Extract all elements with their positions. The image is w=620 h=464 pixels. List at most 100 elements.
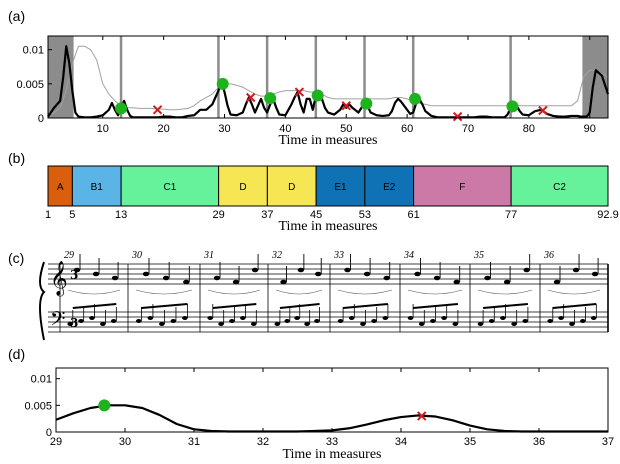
- segment-label-8: C2: [553, 182, 566, 193]
- y-tick-label-a-0: 0.01: [23, 45, 44, 57]
- segment-block-0: [47, 165, 73, 207]
- note-head-treble-3-0: [280, 279, 287, 285]
- y-tick-label-d-0: 0.01: [31, 374, 52, 386]
- note-head-bass-3-0: [274, 322, 281, 326]
- treble-clef-symbol: 𝄞: [50, 261, 68, 297]
- selected-peak-marker-0: [115, 102, 128, 115]
- segment-label-0: A: [57, 182, 64, 193]
- measure-number-5: 34: [403, 250, 414, 261]
- boundary-label-8: 77: [505, 209, 517, 221]
- note-head-bass-0-4: [110, 319, 117, 323]
- x-tick-label-a-0: 10: [97, 123, 109, 135]
- segment-block-4: [266, 165, 317, 207]
- note-beam-5: [413, 303, 458, 309]
- note-head-bass-7-2: [569, 322, 575, 326]
- grand-staff-brace: [39, 261, 46, 341]
- segment-label-3: D: [239, 182, 246, 193]
- segment-block-3: [218, 165, 268, 207]
- threshold-curve: [47, 45, 609, 116]
- rejected-peak-marker-5-stroke-2: [538, 105, 548, 116]
- segment-block-2: [120, 165, 220, 207]
- note-head-bass-4-2: [360, 322, 366, 326]
- rejected-peak-marker-4: [452, 111, 463, 122]
- segment-block-1: [71, 165, 122, 207]
- selected-peak-marker-5: [409, 92, 422, 105]
- measure-number-6: 35: [473, 250, 484, 261]
- segment-block-6: [364, 165, 415, 207]
- phrase-slur-3: [275, 289, 323, 295]
- note-head-bass-6-1: [488, 319, 495, 323]
- segment-block-5: [315, 165, 366, 207]
- rejected-peak-marker-3-stroke-2: [341, 100, 351, 111]
- note-head-treble-7-1: [572, 267, 580, 273]
- note-beam-7: [552, 303, 597, 309]
- boundary-label-7: 61: [407, 209, 419, 221]
- panel-label-d: (d): [8, 346, 26, 362]
- rejected-peak-marker-0-stroke-2: [152, 105, 163, 115]
- note-head-bass-1-3: [170, 319, 177, 323]
- note-head-bass-4-0: [337, 319, 344, 323]
- measure-number-4: 33: [333, 250, 344, 261]
- selected-peak-marker-zoom-0: [98, 399, 111, 412]
- plot-frame-a: [47, 35, 609, 119]
- note-head-bass-1-0: [136, 319, 142, 323]
- note-head-bass-0-2: [89, 316, 95, 320]
- selected-peak-marker-1: [216, 77, 229, 90]
- plot-frame-d: [55, 367, 609, 433]
- note-beam-4: [343, 303, 388, 309]
- panel-label-b: (b): [8, 150, 26, 166]
- note-head-treble-2-2: [251, 267, 259, 273]
- phrase-slur-0: [67, 289, 121, 295]
- note-head-bass-6-4: [522, 319, 529, 323]
- x-tick-label-d-2: 31: [188, 436, 200, 448]
- selected-peak-marker-4: [360, 97, 373, 110]
- note-head-bass-0-0: [67, 322, 73, 326]
- note-head-bass-1-1: [147, 316, 154, 320]
- note-head-bass-7-4: [590, 316, 597, 320]
- note-head-treble-4-2: [383, 275, 390, 281]
- x-tick-label-d-7: 36: [533, 436, 545, 448]
- note-head-bass-1-2: [159, 322, 165, 326]
- note-head-treble-7-2: [591, 271, 599, 277]
- note-head-bass-4-4: [382, 316, 389, 320]
- note-head-bass-2-2: [229, 319, 235, 323]
- shaded-region-1: [583, 36, 608, 118]
- note-head-bass-6-0: [477, 322, 484, 326]
- x-tick-label-d-3: 32: [257, 436, 269, 448]
- time-signature-treble: 3: [70, 268, 78, 282]
- x-tick-label-a-7: 80: [523, 123, 535, 135]
- segment-label-4: D: [288, 182, 295, 193]
- note-beam-3: [279, 303, 320, 309]
- x-tick-label-a-3: 40: [279, 123, 291, 135]
- note-head-bass-3-4: [314, 319, 320, 323]
- rejected-peak-marker-1: [245, 92, 256, 103]
- note-head-bass-0-1: [78, 319, 84, 323]
- boundary-label-5: 45: [310, 209, 322, 221]
- segment-label-1: B1: [91, 182, 104, 193]
- phrase-slur-6: [477, 289, 533, 295]
- note-head-bass-0-3: [100, 322, 106, 326]
- note-head-treble-1-0: [142, 271, 150, 277]
- novelty-plot-a: 10 20 30 40 50 60 70 80 90 0.01 0.005 0 Time in meas…: [16, 35, 610, 148]
- segment-block-7: [413, 165, 512, 207]
- selected-peak-marker-3: [311, 89, 324, 102]
- measure-number-0: 29: [64, 250, 74, 261]
- rejected-peak-marker-2: [294, 87, 305, 97]
- note-head-bass-2-0: [207, 316, 213, 320]
- x-axis-title-d: Time in measures: [282, 447, 381, 462]
- note-head-bass-3-2: [294, 316, 300, 320]
- note-head-bass-7-0: [547, 319, 553, 323]
- note-head-treble-0-0: [73, 267, 81, 273]
- note-head-treble-4-1: [363, 271, 371, 277]
- x-tick-label-d-5: 34: [395, 436, 407, 448]
- segment-label-2: C1: [163, 182, 176, 193]
- note-head-treble-6-0: [484, 275, 491, 281]
- novelty-curve: [47, 45, 610, 119]
- y-tick-label-d-2: 0: [46, 427, 52, 439]
- note-head-bass-2-1: [218, 322, 224, 326]
- rejected-peak-marker-2-stroke-2: [294, 87, 305, 97]
- note-head-bass-2-4: [250, 322, 257, 326]
- time-signature-bass: 3: [70, 316, 78, 330]
- rejected-peak-marker-4-stroke-2: [452, 111, 463, 122]
- segment-label-7: F: [459, 182, 465, 193]
